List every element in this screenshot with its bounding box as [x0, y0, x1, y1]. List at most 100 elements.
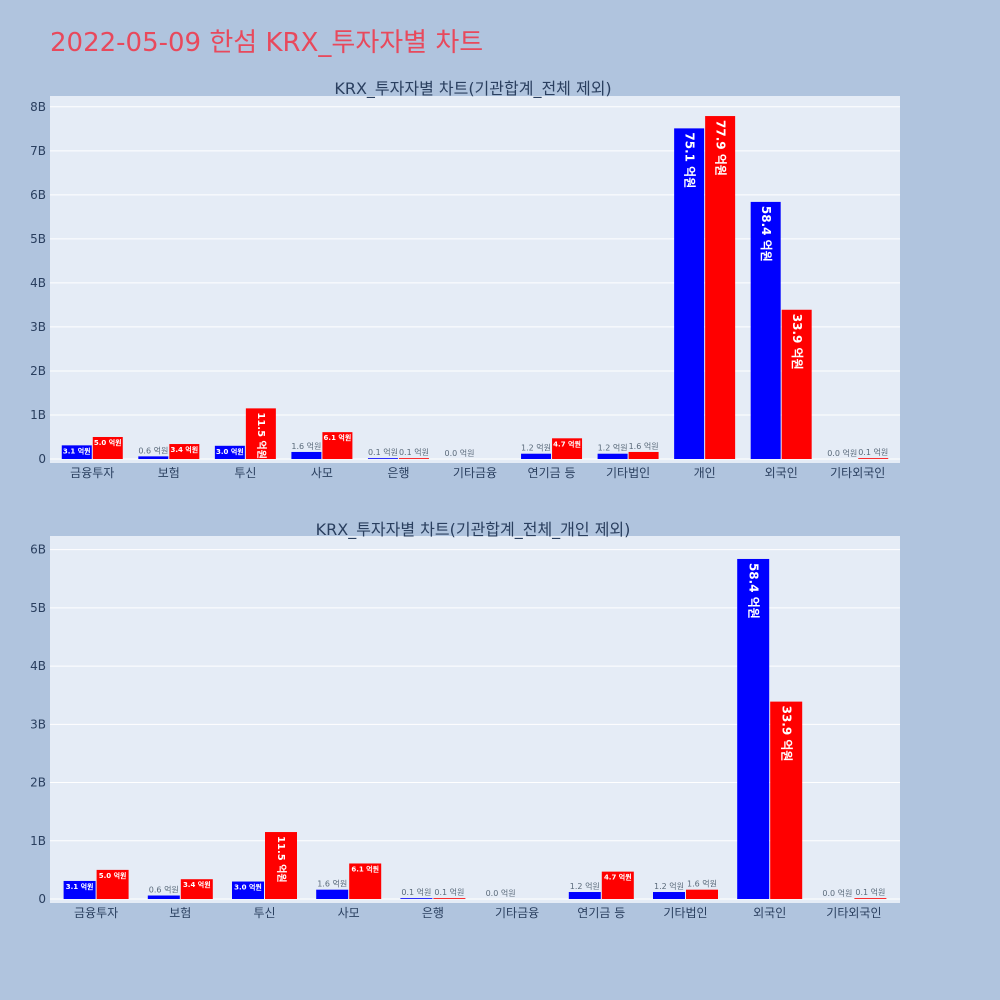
y-tick-label: 7B: [30, 144, 46, 158]
bar-buy: [147, 895, 180, 899]
bar-buy: [568, 892, 601, 899]
bar-label: 58.4 억원: [747, 563, 761, 619]
bar-buy: [367, 458, 398, 459]
x-tick-label: 보험: [158, 466, 180, 480]
bar-sell: [169, 444, 200, 459]
y-tick-label: 4B: [30, 276, 46, 290]
bar-sell: [245, 408, 276, 459]
bar-label: 3.4 억원: [183, 880, 211, 889]
x-tick-label: 외국인: [765, 466, 798, 480]
bar-sell: [322, 432, 353, 459]
bar-buy: [674, 128, 705, 459]
chart-bottom: 0 1B 2B 3B 4B 5B 6B KRX_투자자별 차트(기관합계_전체_개인 제외) 금…: [30, 520, 900, 920]
bar-label: 3.4 억원: [170, 445, 198, 454]
bar-sell: [770, 701, 803, 899]
chart-title: KRX_투자자별 차트(기관합계_전체_개인 제외): [316, 520, 631, 540]
y-tick-label: 2B: [30, 776, 46, 790]
x-tick-label: 투신: [234, 466, 256, 480]
x-tick-label: 금융투자: [70, 466, 114, 480]
bar-label: 58.4 억원: [759, 206, 773, 262]
bar-label: 11.5 억원: [255, 412, 268, 459]
bar-sell: [552, 438, 583, 459]
bar-label: 1.2 억원: [654, 881, 684, 891]
bar-buy: [597, 453, 628, 459]
x-tick-label: 은행: [387, 465, 409, 480]
bar-label: 0.1 억원: [434, 887, 464, 897]
y-tick-label: 6B: [30, 543, 46, 557]
bar-label: 0.0 억원: [445, 448, 475, 458]
bar-label: 4.7 억원: [553, 439, 581, 448]
bar-buy: [521, 453, 552, 459]
x-tick-label: 금융투자: [74, 906, 118, 920]
x-tick-label: 기타법인: [663, 906, 707, 920]
chart-title: KRX_투자자별 차트(기관합계_전체 제외): [334, 79, 611, 99]
bar-sell: [96, 869, 129, 899]
y-tick-label: 1B: [30, 834, 46, 848]
bar-label: 0.0 억원: [486, 888, 516, 898]
bar-buy: [232, 881, 264, 899]
bar-label: 75.1 억원: [683, 132, 697, 188]
bar-label: 3.1 억원: [63, 446, 91, 455]
bar-label: 3.0 억원: [234, 883, 262, 892]
x-tick-label: 기타외국인: [826, 906, 881, 920]
y-tick-label: 2B: [30, 364, 46, 378]
bar-label: 5.0 억원: [94, 438, 122, 447]
bar-label: 33.9 억원: [780, 706, 794, 762]
bar-sell: [433, 898, 466, 899]
bar-label: 6.1 억원: [324, 433, 352, 442]
y-tick-label: 0: [38, 892, 46, 906]
x-tick-label: 연기금 등: [577, 906, 625, 920]
bar-label: 1.6 억원: [317, 879, 347, 889]
bar-buy: [214, 445, 245, 459]
bar-label: 0.1 억원: [858, 447, 888, 457]
bar-label: 0.1 억원: [401, 887, 431, 897]
bar-sell: [854, 898, 887, 899]
bar-label: 1.2 억원: [521, 443, 551, 453]
x-tick-label: 은행: [422, 905, 444, 920]
bar-buy: [63, 880, 96, 899]
bar-buy: [737, 558, 770, 899]
bar-label: 33.9 억원: [790, 314, 804, 370]
y-tick-label: 6B: [30, 188, 46, 202]
y-tick-label: 5B: [30, 601, 46, 615]
bar-label: 4.7 억원: [604, 873, 632, 882]
bar-label: 6.1 억원: [351, 864, 379, 873]
bar-label: 5.0 억원: [99, 871, 127, 880]
bar-label: 0.1 억원: [855, 887, 885, 897]
bar-buy: [61, 445, 92, 459]
bar-sell: [92, 436, 123, 459]
bar-buy: [291, 451, 322, 459]
bar-sell: [601, 871, 634, 899]
x-tick-label: 기타금융: [495, 906, 539, 920]
x-tick-label: 보험: [169, 906, 191, 920]
x-tick-label: 기타외국인: [830, 466, 885, 480]
bar-label: 1.2 억원: [598, 443, 628, 453]
bar-sell: [686, 889, 718, 899]
bar-label: 1.6 억원: [629, 441, 659, 451]
y-tick-label: 1B: [30, 408, 46, 422]
bar-label: 1.6 억원: [687, 879, 717, 889]
x-tick-label: 투신: [253, 906, 275, 920]
bar-buy: [138, 456, 169, 459]
bar-sell: [781, 309, 812, 459]
x-tick-label: 외국인: [753, 906, 786, 920]
y-tick-label: 5B: [30, 232, 46, 246]
y-tick-label: 4B: [30, 659, 46, 673]
bar-label: 77.9 억원: [714, 120, 728, 176]
bar-sell: [705, 116, 736, 460]
y-tick-label: 0: [38, 452, 46, 466]
bar-label: 0.0 억원: [822, 888, 852, 898]
bar-label: 0.1 억원: [368, 447, 398, 457]
bar-buy: [316, 889, 349, 899]
bar-label: 0.6 억원: [149, 885, 179, 895]
bar-label: 1.2 억원: [570, 881, 600, 891]
bar-label: 0.1 억원: [399, 447, 429, 457]
x-tick-label: 사모: [311, 466, 333, 480]
y-tick-label: 3B: [30, 717, 46, 731]
bar-label: 3.1 억원: [66, 882, 94, 891]
x-tick-label: 기타법인: [606, 466, 650, 480]
bar-sell: [858, 458, 889, 459]
bar-buy: [653, 892, 685, 899]
bar-sell: [265, 832, 297, 899]
